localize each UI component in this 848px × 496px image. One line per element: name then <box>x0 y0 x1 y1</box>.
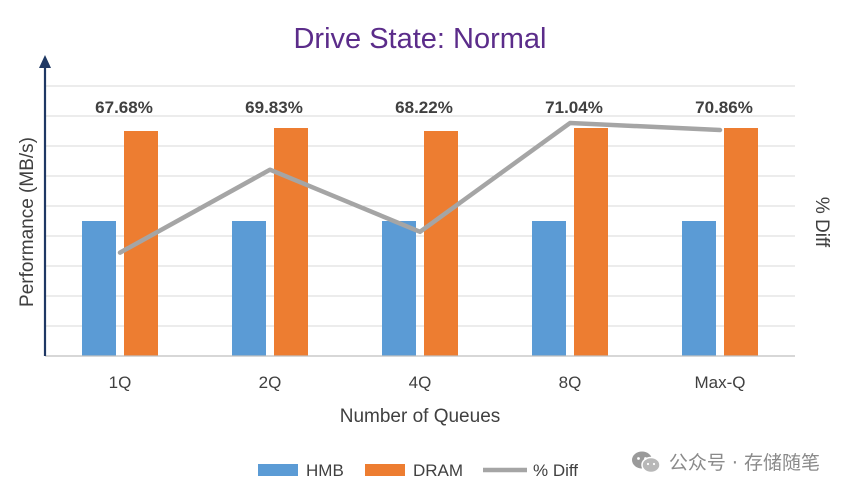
legend-label: DRAM <box>413 461 463 480</box>
bar-dram <box>574 128 608 356</box>
axes-group <box>39 55 795 357</box>
x-tick-label: 4Q <box>409 373 432 392</box>
bars-group <box>82 128 758 356</box>
x-tick-labels: 1Q 2Q 4Q 8Q Max-Q <box>109 373 746 392</box>
x-tick-label: Max-Q <box>695 373 746 392</box>
data-label: 68.22% <box>395 98 453 117</box>
bar-hmb <box>232 221 266 356</box>
x-tick-label: 1Q <box>109 373 132 392</box>
diff-line-group <box>117 120 723 255</box>
bar-dram <box>274 128 308 356</box>
bar-hmb <box>382 221 416 356</box>
legend-label: % Diff <box>533 461 578 480</box>
y-axis-arrowhead <box>39 55 51 68</box>
legend-swatch <box>258 464 298 476</box>
x-tick-label: 2Q <box>259 373 282 392</box>
bar-dram <box>424 131 458 356</box>
grid-lines <box>45 85 795 357</box>
bar-dram <box>724 128 758 356</box>
data-label: 70.86% <box>695 98 753 117</box>
x-tick-label: 8Q <box>559 373 582 392</box>
data-labels-group: 67.68% 69.83% 68.22% 71.04% 70.86% <box>95 98 753 117</box>
y2-axis-label: % Diff <box>811 197 832 248</box>
legend-label: HMB <box>306 461 344 480</box>
data-label: 71.04% <box>545 98 603 117</box>
data-label: 69.83% <box>245 98 303 117</box>
bar-hmb <box>82 221 116 356</box>
watermark-text: 公众号 · 存储随笔 <box>668 452 820 474</box>
wechat-icon <box>631 451 661 473</box>
y-axis-label: Performance (MB/s) <box>17 137 38 307</box>
diff-line <box>117 120 723 255</box>
watermark: 公众号 · 存储随笔 <box>631 448 820 475</box>
legend: HMB DRAM % Diff <box>258 461 578 480</box>
bar-hmb <box>682 221 716 356</box>
x-axis-label: Number of Queues <box>340 406 501 427</box>
bar-hmb <box>532 221 566 356</box>
legend-swatch <box>365 464 405 476</box>
chart-title: Drive State: Normal <box>293 23 546 55</box>
data-label: 67.68% <box>95 98 153 117</box>
